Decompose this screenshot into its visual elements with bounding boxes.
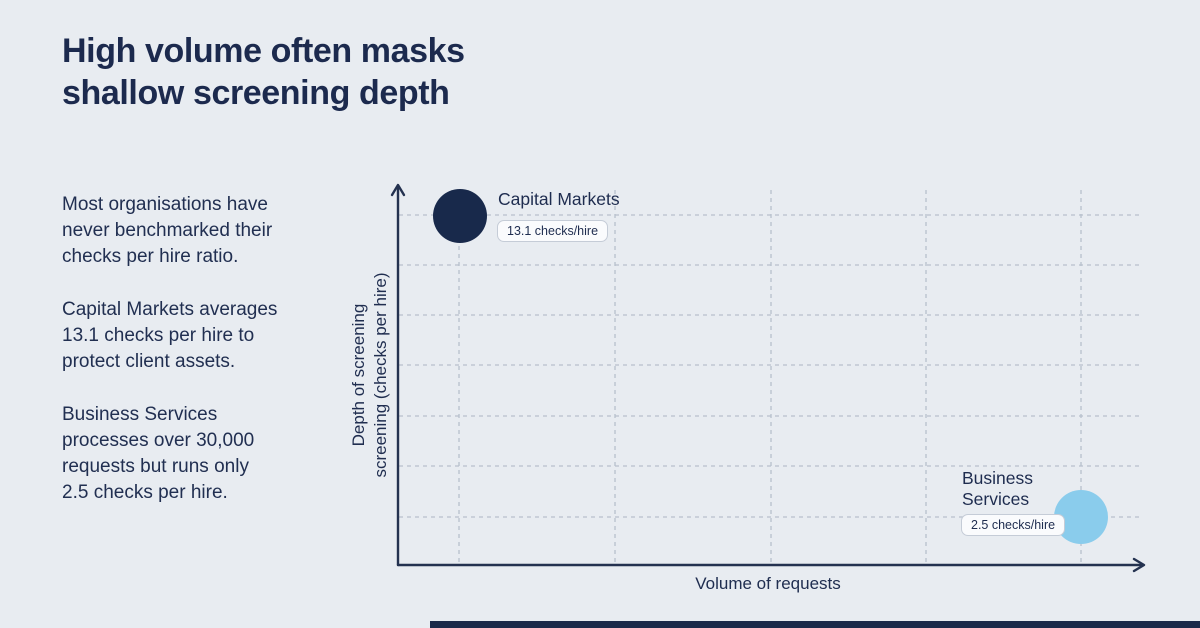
page-title: High volume often masks shallow screenin… [62,32,465,112]
bottom-accent-bar [430,621,1200,628]
business-services-bubble [1054,490,1108,544]
bubble-chart [340,170,1170,590]
business-services-badge: 2.5 checks/hire [961,514,1066,536]
commentary-paragraph: Most organisations have never benchmarke… [62,194,273,267]
commentary-paragraph: Business Services processes over 30,000 … [62,404,255,503]
capital-markets-badge: 13.1 checks/hire [497,220,609,242]
commentary-paragraph: Capital Markets averages 13.1 checks per… [62,299,278,372]
chart-canvas [390,183,1146,573]
capital-markets-bubble [433,189,487,243]
y-axis-arrow-icon [390,183,406,197]
y-axis-label: Depth of screening screening (checks per… [349,272,390,478]
x-axis-arrow-icon [1132,557,1146,573]
x-axis-label: Volume of requests [695,574,841,593]
capital-markets-label: Capital Markets [498,189,620,209]
commentary-block: Most organisations have never benchmarke… [62,192,312,533]
business-services-label: Business Services [962,468,1034,509]
